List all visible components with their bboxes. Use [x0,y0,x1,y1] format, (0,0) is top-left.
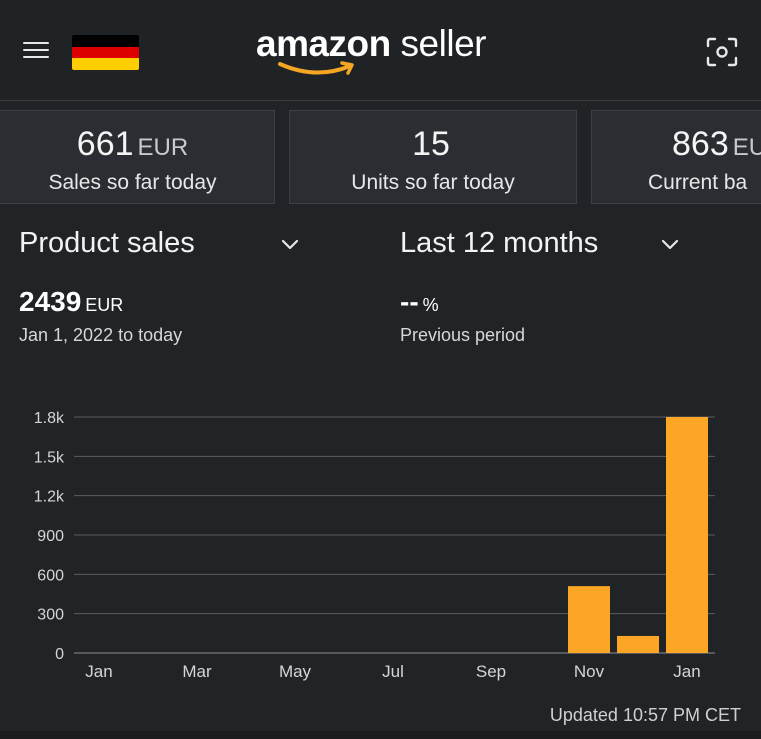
stat-number: 15 [412,125,450,163]
y-tick-label: 1.8k [34,410,65,427]
period-dropdown[interactable]: Last 12 months [400,227,599,259]
chart-bar[interactable] [568,586,610,653]
y-tick-label: 900 [37,528,64,545]
y-tick-label: 300 [37,607,64,624]
total-number: 2439 [19,286,82,317]
x-tick-label: Jan [85,662,112,681]
chevron-down-icon[interactable] [280,237,300,251]
total-sales-value: 2439 EUR [19,286,123,318]
amazon-smile-icon [278,61,354,75]
y-tick-label: 0 [55,646,64,663]
flag-stripe-black [72,35,139,47]
stat-value: 15 [290,125,576,164]
x-tick-label: Sep [476,662,506,681]
chart-bar[interactable] [617,635,659,653]
flag-stripe-red [72,46,139,59]
app-header: amazon seller [0,0,761,101]
change-caption: Previous period [400,325,526,345]
chevron-down-icon[interactable] [660,237,680,251]
x-tick-label: Mar [182,662,212,681]
total-unit: EUR [85,295,124,315]
x-tick-label: Jan [673,662,700,681]
stat-label: Units so far today [351,171,515,194]
change-number: -- [400,286,419,317]
stat-number: 863 [672,125,729,163]
sales-bar-chart: 0 300 600 900 1.2k 1.5k 1.8k Jan Mar May Jul Sep Nov… [34,410,715,681]
bottom-edge [0,731,761,739]
x-tick-label: Jul [382,662,404,681]
x-tick-label: Nov [574,662,605,681]
camera-scan-icon[interactable] [706,37,738,67]
stat-card-balance[interactable]: 863EUR Current ba [591,110,761,204]
hamburger-menu-icon[interactable] [23,42,49,60]
flag-stripe-gold [72,58,139,70]
stat-card-units[interactable]: 15 Units so far today [289,110,577,204]
germany-flag-icon[interactable] [72,35,139,70]
stat-unit: EUR [137,134,189,161]
stat-number: 661 [76,125,134,163]
x-tick-label: May [279,662,312,681]
logo-word: seller [400,23,487,64]
change-value: --% [400,286,439,318]
stats-row: 661 EUR Sales so far today 15 Units so fa… [0,110,761,205]
stat-value: 661 EUR [0,125,274,164]
amazon-seller-logo: amazon seller [256,25,516,85]
stat-unit: EUR [732,134,761,161]
y-tick-label: 600 [37,567,64,584]
stat-value: 863EUR [672,125,761,164]
stat-label: Sales so far today [48,171,217,194]
chart-bar[interactable] [666,417,708,653]
y-tick-label: 1.5k [34,449,65,466]
total-caption: Jan 1, 2022 to today [19,325,183,345]
metric-dropdown[interactable]: Product sales [19,227,195,259]
stat-card-sales[interactable]: 661 EUR Sales so far today [0,110,275,204]
logo-brand: amazon [256,23,391,64]
updated-timestamp: Updated 10:57 PM CET [549,705,741,725]
stat-label: Current ba [648,171,748,194]
change-unit: % [422,295,439,315]
y-tick-label: 1.2k [34,489,65,506]
